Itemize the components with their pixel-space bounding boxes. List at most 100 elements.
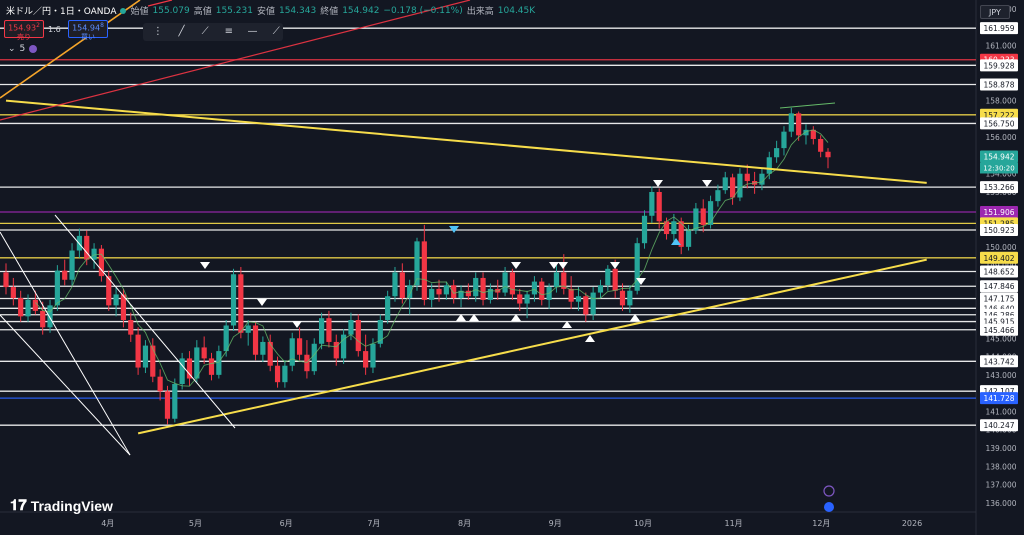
indicator-legend[interactable]: ⌄ 5 bbox=[8, 44, 38, 54]
candle-body bbox=[113, 294, 119, 306]
price-label-text: 148.652 bbox=[983, 268, 1014, 277]
candle-body bbox=[429, 288, 435, 300]
candle-body bbox=[260, 341, 266, 355]
open-value: 155.079 bbox=[152, 5, 190, 16]
arrow-up-marker bbox=[630, 314, 640, 321]
price-label-box bbox=[980, 251, 1018, 264]
price-label-text: 150.923 bbox=[983, 226, 1014, 235]
fib-tool-icon[interactable]: ≡ bbox=[224, 26, 234, 37]
orange-diagonal-line bbox=[0, 0, 141, 99]
arrow-down-marker bbox=[549, 262, 559, 269]
chart-header: 米ドル／円・1日・OANDA 始値 155.079 高値 155.231 安値 154… bbox=[6, 4, 535, 18]
buy-label: 買い bbox=[81, 32, 95, 41]
candle-body bbox=[238, 274, 244, 333]
price-label-text: 161.959 bbox=[983, 24, 1014, 33]
market-status-dot bbox=[120, 7, 127, 14]
candle-body bbox=[84, 235, 90, 260]
y-tick-label: 158.000 bbox=[985, 97, 1016, 106]
trendline bbox=[5, 99, 927, 184]
drawing-toolbar: ⋮ ╱ ⟋ ≡ — ⟋ bbox=[143, 23, 283, 41]
candle-body bbox=[539, 281, 545, 300]
candle-body bbox=[157, 376, 163, 392]
candle-body bbox=[729, 177, 736, 198]
candle-body bbox=[553, 272, 560, 288]
candle-body bbox=[326, 318, 332, 342]
currency-select[interactable]: JPY bbox=[980, 5, 1010, 19]
x-tick-label: 5月 bbox=[189, 519, 202, 528]
candle-body bbox=[531, 281, 538, 295]
sell-price-sup: 2 bbox=[36, 22, 40, 29]
symbol-title[interactable]: 米ドル／円・1日・OANDA bbox=[6, 7, 117, 17]
sell-button[interactable]: 154.932 売り bbox=[4, 20, 44, 41]
y-tick-label: 154.000 bbox=[985, 170, 1016, 179]
tradingview-logo: 𝟏𝟕 TradingView bbox=[10, 497, 113, 514]
candle-body bbox=[502, 272, 508, 293]
brush-tool-icon[interactable]: ⟋ bbox=[272, 26, 280, 37]
price-label-text: 147.846 bbox=[983, 282, 1014, 291]
chevron-down-icon[interactable]: ⌄ bbox=[8, 44, 16, 54]
trendline-tool-icon[interactable]: ╱ bbox=[178, 26, 185, 37]
candle-body bbox=[377, 320, 383, 344]
y-tick-label: 136.000 bbox=[985, 499, 1016, 508]
candle-body bbox=[810, 129, 816, 139]
candle-body bbox=[619, 290, 626, 306]
price-label-box bbox=[980, 292, 1018, 305]
candle-body bbox=[40, 310, 46, 328]
arrow-down-marker bbox=[610, 262, 620, 269]
arrow-down-marker bbox=[511, 262, 521, 269]
price-label-text: 158.878 bbox=[983, 81, 1014, 90]
candle-body bbox=[25, 299, 31, 317]
price-label-text: 145.466 bbox=[983, 326, 1014, 335]
candle-body bbox=[282, 365, 288, 383]
candle-body bbox=[796, 113, 802, 136]
volume-label: 出来高 bbox=[466, 7, 494, 17]
candle-body bbox=[759, 173, 765, 185]
candle-body bbox=[311, 343, 317, 372]
candle-body bbox=[722, 177, 728, 191]
candle-body bbox=[135, 334, 141, 368]
change-value: −0.178 (−0.11%) bbox=[383, 5, 463, 16]
buy-button[interactable]: 154.948 買い bbox=[68, 20, 108, 41]
high-label: 高値 bbox=[193, 7, 212, 17]
buy-price: 154.94 bbox=[72, 23, 101, 33]
buy-price-sup: 8 bbox=[100, 22, 104, 29]
short-trend-line bbox=[779, 102, 836, 109]
candle-body bbox=[91, 248, 97, 260]
candle-body bbox=[385, 296, 391, 320]
candle-body bbox=[414, 241, 420, 286]
price-label-text: 141.728 bbox=[983, 394, 1014, 403]
candle-body bbox=[605, 268, 611, 286]
x-tick-label: 6月 bbox=[280, 519, 293, 528]
candle-body bbox=[245, 325, 251, 333]
spread-value: 1.6 bbox=[48, 25, 61, 34]
candle-body bbox=[201, 347, 207, 359]
candle-body bbox=[517, 294, 523, 304]
candle-body bbox=[561, 272, 567, 289]
candle-body bbox=[333, 341, 339, 359]
candle-body bbox=[62, 270, 68, 280]
y-tick-label: 161.000 bbox=[985, 42, 1016, 51]
candle-body bbox=[3, 272, 9, 288]
countdown-label-box bbox=[980, 162, 1018, 174]
candle-body bbox=[194, 347, 200, 379]
price-label-box bbox=[980, 59, 1018, 72]
candle-body bbox=[568, 288, 574, 302]
candle-body bbox=[98, 248, 105, 277]
price-label-box bbox=[980, 280, 1018, 293]
candle-body bbox=[304, 354, 310, 372]
candle-body bbox=[318, 318, 325, 344]
price-label-text: 146.286 bbox=[983, 311, 1014, 320]
horizontal-line-tool-icon[interactable]: — bbox=[247, 26, 258, 37]
candle-body bbox=[458, 290, 464, 299]
candle-body bbox=[289, 338, 295, 366]
sell-price: 154.93 bbox=[8, 23, 37, 33]
drag-handle-icon[interactable]: ⋮ bbox=[152, 26, 163, 37]
candle-body bbox=[663, 221, 670, 235]
ray-tool-icon[interactable]: ⟋ bbox=[201, 26, 209, 37]
candle-body bbox=[678, 221, 684, 247]
candle-body bbox=[267, 341, 273, 366]
price-label-text: 156.750 bbox=[983, 119, 1014, 128]
indicator-label: 5 bbox=[19, 44, 26, 54]
